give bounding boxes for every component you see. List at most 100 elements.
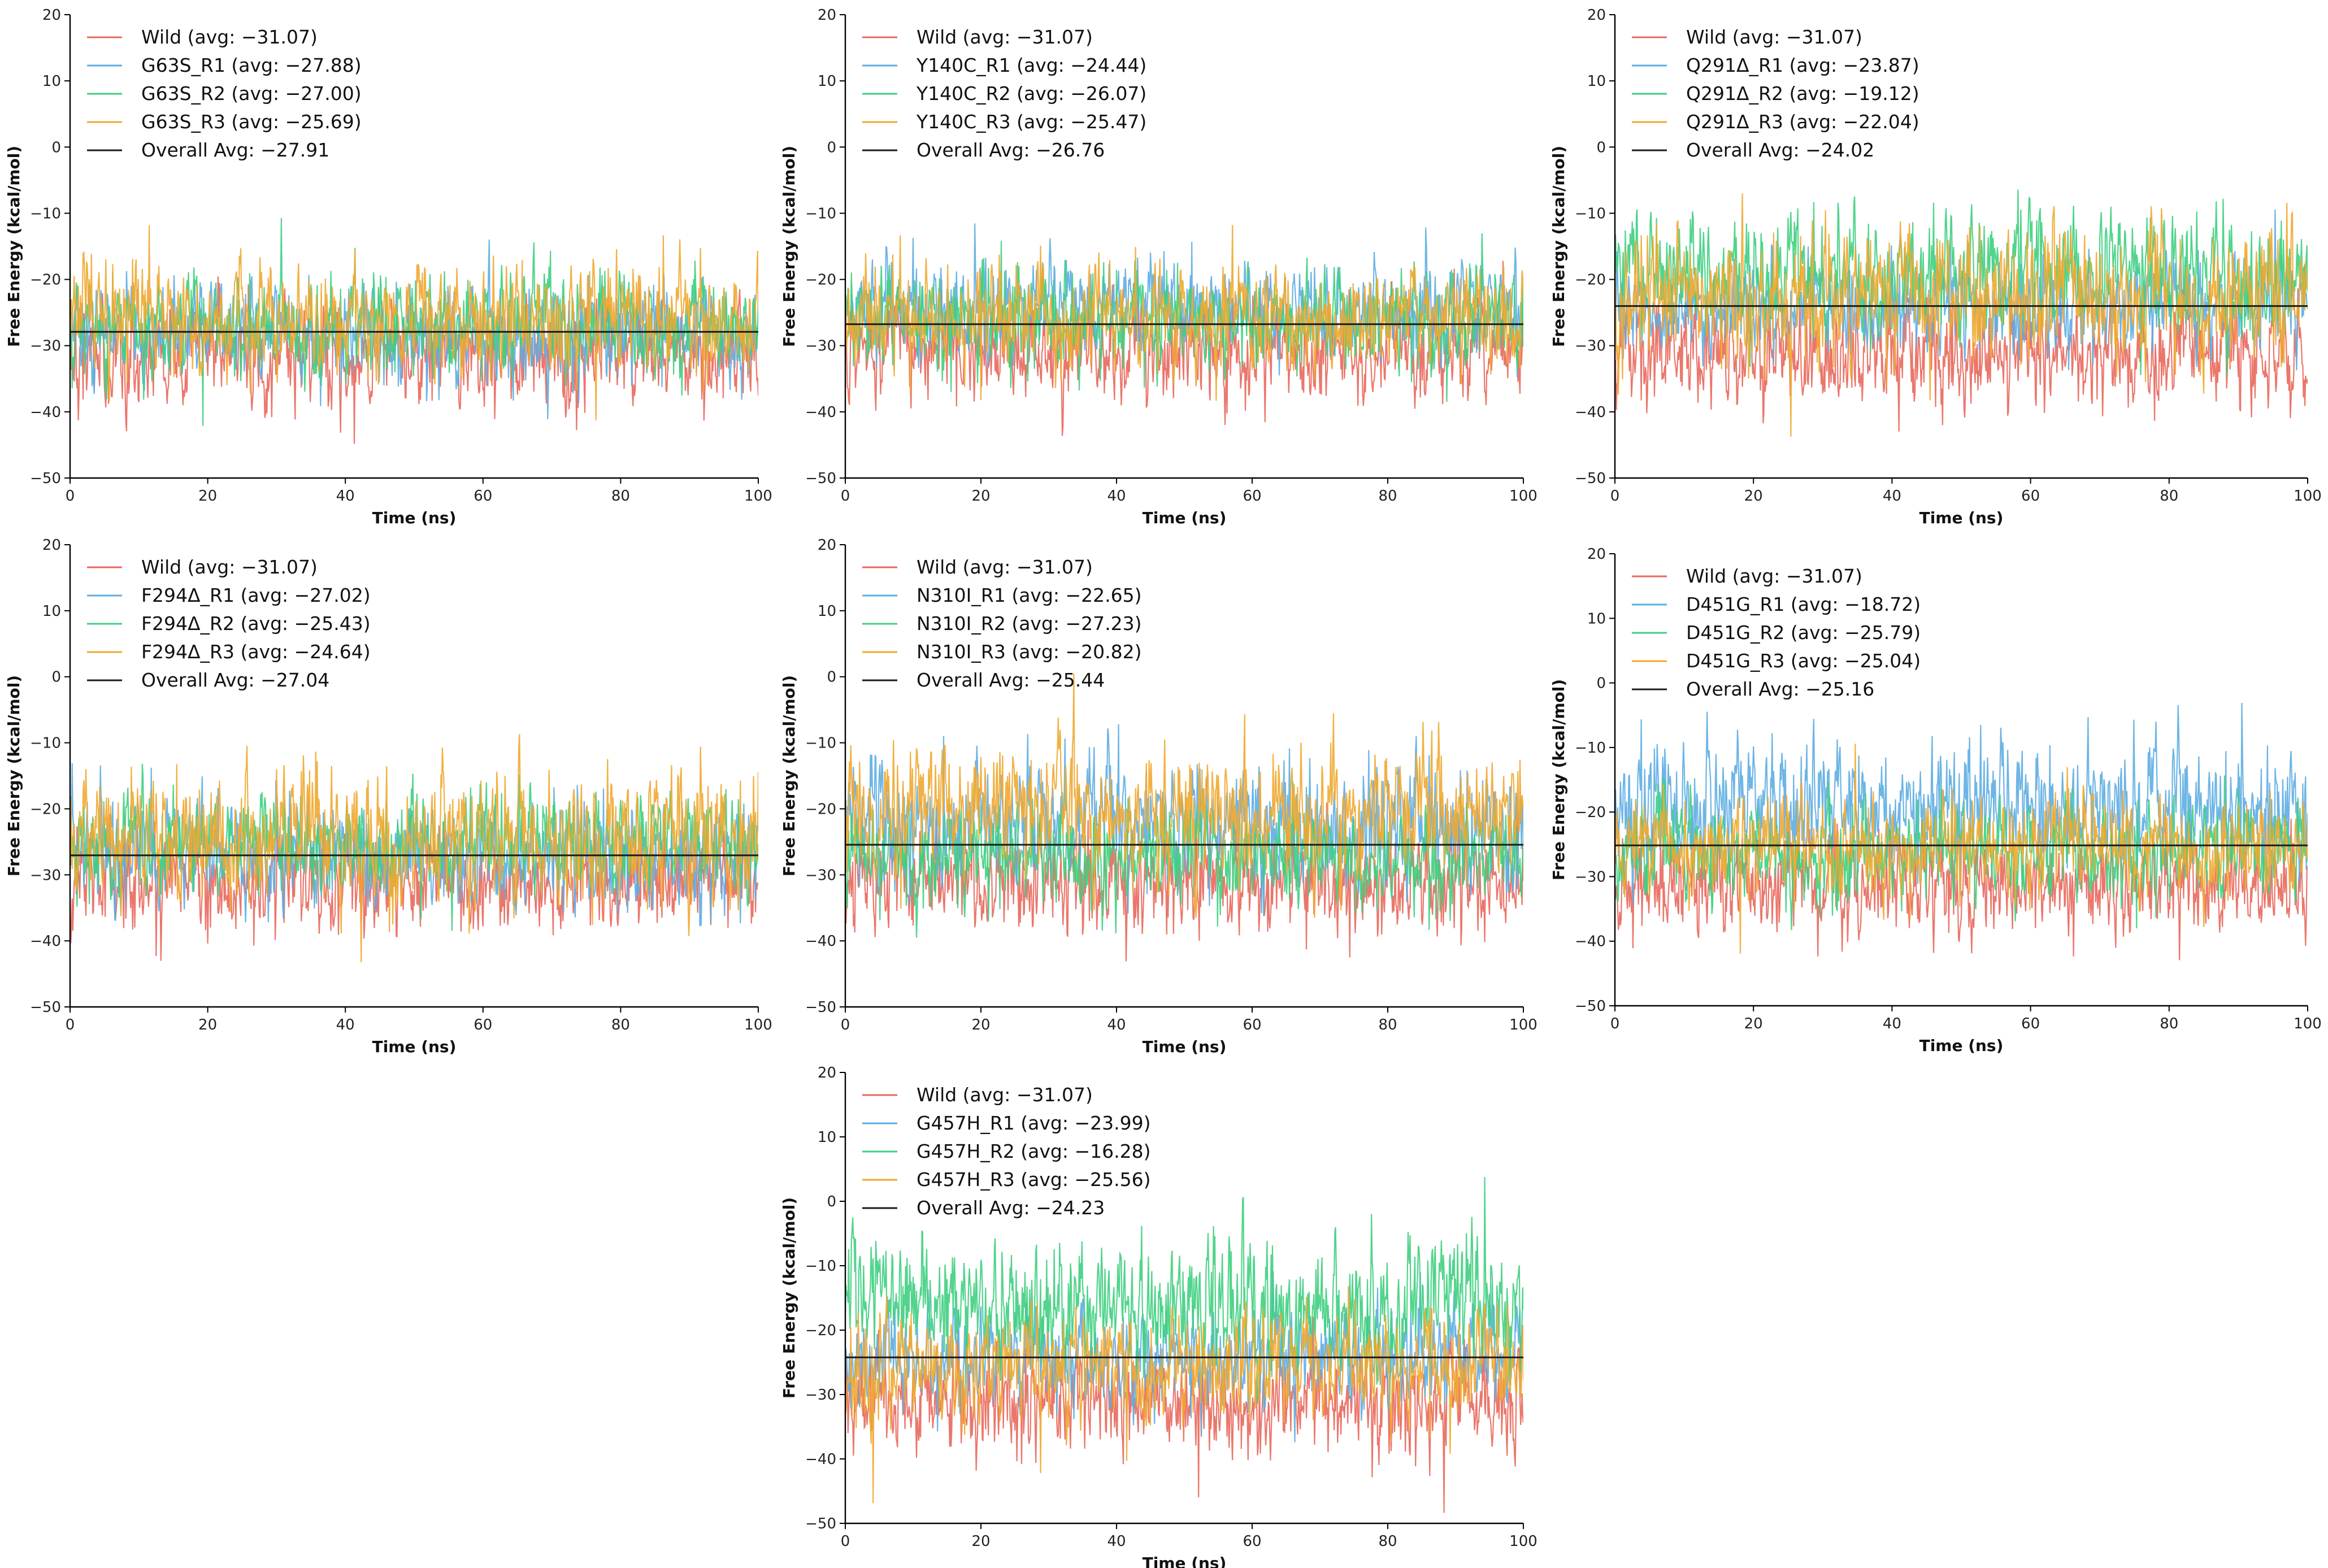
y-tick-label: −10 — [805, 735, 836, 752]
legend: Wild (avg: −31.07) Q291Δ_R1 (avg: −23.87)… — [1632, 26, 1919, 161]
legend-entry: Wild (avg: −31.07) — [917, 1084, 1093, 1106]
x-axis-label: Time (ns) — [372, 1037, 457, 1056]
chart-panel-6: 0 20 40 60 80 100 −50 −40 −30 −20 −10 0 10 20 Time (ns… — [1549, 546, 2322, 1055]
y-tick-label: 10 — [818, 1129, 836, 1146]
legend-entry: F294Δ_R3 (avg: −24.64) — [141, 641, 371, 663]
x-tick-label: 60 — [2021, 1015, 2040, 1032]
y-tick-label: −10 — [30, 205, 61, 222]
x-tick-label: 0 — [66, 1017, 75, 1033]
legend-entry: Wild (avg: −31.07) — [141, 556, 318, 578]
x-tick-label: 100 — [1509, 488, 1537, 505]
x-tick-label: 60 — [1243, 1017, 1261, 1033]
x-tick-label: 60 — [474, 488, 492, 505]
legend-entry: Wild (avg: −31.07) — [1686, 565, 1862, 587]
x-axis-label: Time (ns) — [1919, 509, 2004, 527]
y-tick-label: 10 — [818, 73, 836, 90]
y-tick-label: −40 — [805, 1451, 836, 1468]
y-tick-label: 20 — [818, 537, 836, 554]
x-tick-label: 80 — [1378, 1017, 1397, 1033]
y-tick-label: −50 — [805, 1515, 836, 1532]
series-group — [845, 673, 1523, 962]
y-axis-label: Free Energy (kcal/mol) — [1549, 679, 1568, 880]
legend-entry: Overall Avg: −27.91 — [141, 139, 329, 161]
y-tick-label: 0 — [51, 139, 61, 156]
legend-entry: N310I_R2 (avg: −27.23) — [917, 613, 1142, 635]
y-tick-label: 10 — [42, 603, 61, 620]
y-tick-label: −40 — [30, 933, 61, 950]
x-tick-label: 0 — [841, 488, 850, 505]
legend-entry: G63S_R2 (avg: −27.00) — [141, 82, 362, 105]
x-tick-label: 60 — [1243, 488, 1261, 505]
y-axis-label: Free Energy (kcal/mol) — [780, 675, 798, 876]
legend-entry: Overall Avg: −25.44 — [917, 669, 1105, 691]
y-tick-label: −30 — [1575, 868, 1606, 885]
legend-entry: Y140C_R3 (avg: −25.47) — [916, 111, 1146, 133]
y-tick-label: 20 — [42, 537, 61, 554]
series-group — [845, 223, 1523, 436]
legend-entry: Y140C_R1 (avg: −24.44) — [916, 54, 1146, 76]
x-tick-label: 40 — [1883, 488, 1901, 505]
legend: Wild (avg: −31.07) Y140C_R1 (avg: −24.44)… — [862, 26, 1146, 161]
legend-entry: N310I_R1 (avg: −22.65) — [917, 584, 1142, 606]
x-tick-label: 20 — [198, 1017, 217, 1033]
legend-entry: N310I_R3 (avg: −20.82) — [917, 641, 1142, 663]
y-tick-label: −20 — [805, 1322, 836, 1339]
chart-panel-2: 0 20 40 60 80 100 −50 −40 −30 −20 −10 0 10 20 Time (ns… — [780, 7, 1537, 527]
legend-entry: D451G_R3 (avg: −25.04) — [1686, 650, 1921, 672]
y-tick-label: 0 — [827, 139, 836, 156]
y-axis-label: Free Energy (kcal/mol) — [5, 146, 23, 347]
x-tick-label: 20 — [198, 488, 217, 505]
x-tick-label: 60 — [474, 1017, 492, 1033]
legend-entry: Overall Avg: −26.76 — [917, 139, 1105, 161]
y-tick-label: −30 — [30, 867, 61, 884]
x-tick-label: 20 — [971, 488, 990, 505]
y-tick-label: 0 — [827, 1193, 836, 1210]
series-line-d451g-r1 — [1615, 702, 2308, 905]
legend-entry: Wild (avg: −31.07) — [917, 556, 1093, 578]
series-line-d451g-r3 — [1615, 744, 2308, 954]
x-tick-label: 20 — [1744, 1015, 1763, 1032]
y-tick-label: −40 — [805, 404, 836, 421]
y-tick-label: −50 — [805, 470, 836, 487]
series-line-n310i-r3 — [845, 673, 1523, 918]
legend: Wild (avg: −31.07) F294Δ_R1 (avg: −27.02)… — [87, 556, 371, 691]
x-tick-label: 0 — [66, 488, 75, 505]
legend: Wild (avg: −31.07) G63S_R1 (avg: −27.88) G… — [87, 26, 362, 161]
y-tick-label: −30 — [805, 338, 836, 355]
x-tick-label: 80 — [2160, 1015, 2178, 1032]
x-tick-label: 60 — [2021, 488, 2040, 505]
y-tick-label: −30 — [805, 1387, 836, 1404]
x-tick-label: 60 — [1243, 1533, 1261, 1550]
y-tick-label: −10 — [1575, 205, 1606, 222]
series-line-y140c-r2 — [845, 233, 1523, 402]
y-tick-label: −40 — [805, 933, 836, 950]
legend-entry: Q291Δ_R1 (avg: −23.87) — [1686, 54, 1919, 76]
y-tick-label: 10 — [42, 73, 61, 90]
legend-entry: F294Δ_R1 (avg: −27.02) — [141, 584, 371, 606]
legend-entry: Wild (avg: −31.07) — [1686, 26, 1862, 48]
y-tick-label: −10 — [30, 735, 61, 752]
y-tick-label: 20 — [818, 7, 836, 24]
chart-panel-7: 0 20 40 60 80 100 −50 −40 −30 −20 −10 0 10 20 Time (ns… — [780, 1065, 1537, 1568]
series-line-y140c-r3 — [845, 225, 1523, 401]
x-tick-label: 20 — [1744, 488, 1763, 505]
series-line-g457h-r2 — [845, 1177, 1523, 1405]
y-tick-label: −20 — [1575, 272, 1606, 289]
legend-entry: F294Δ_R2 (avg: −25.43) — [141, 613, 371, 635]
series-group — [845, 1177, 1523, 1513]
series-group — [1615, 189, 2308, 437]
y-axis-label: Free Energy (kcal/mol) — [780, 146, 798, 347]
series-group — [1615, 702, 2308, 961]
x-tick-label: 0 — [841, 1533, 850, 1550]
x-axis-label: Time (ns) — [1143, 509, 1227, 527]
y-tick-label: 10 — [818, 603, 836, 620]
y-tick-label: −10 — [805, 1258, 836, 1275]
y-tick-label: −10 — [805, 205, 836, 222]
legend-entry: Wild (avg: −31.07) — [141, 26, 318, 48]
x-tick-label: 80 — [611, 488, 630, 505]
series-line-g63s-r3 — [70, 225, 758, 420]
x-tick-label: 100 — [1509, 1017, 1537, 1033]
series-line-g457h-r1 — [845, 1271, 1523, 1443]
chart-panel-1: 0 20 40 60 80 100 −50 −40 −30 −20 −10 0 10 20 Time (ns… — [5, 7, 772, 527]
